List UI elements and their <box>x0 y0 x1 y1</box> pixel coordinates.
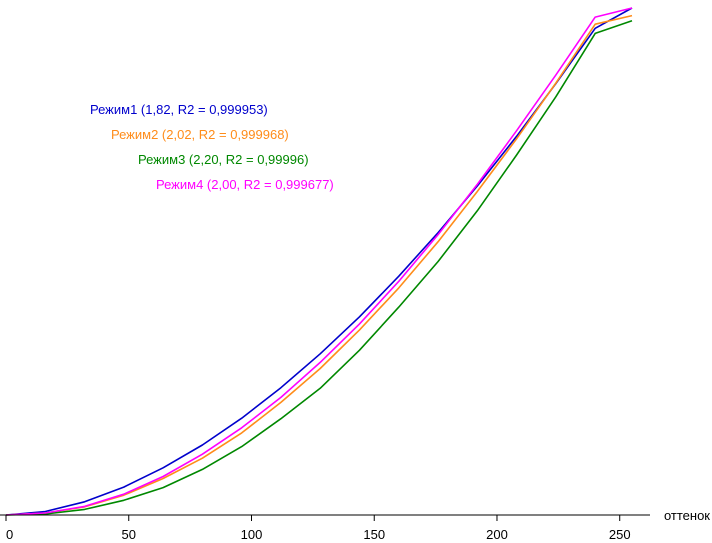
x-tick-label: 50 <box>122 527 136 542</box>
legend: Режим1 (1,82, R2 = 0,999953) Режим2 (2,02… <box>90 102 334 192</box>
series-layer <box>5 7 633 516</box>
x-tick-label: 200 <box>486 527 508 542</box>
x-tick-label: 250 <box>609 527 631 542</box>
x-axis-title: оттенок <box>664 508 710 523</box>
x-tick-label: 0 <box>6 527 13 542</box>
series-line-1 <box>5 7 633 516</box>
x-tick-label: 100 <box>241 527 263 542</box>
legend-entry-2: Режим2 (2,02, R2 = 0,999968) <box>111 127 289 142</box>
x-ticks: 0 50 100 150 200 250 <box>5 515 631 542</box>
legend-entry-1: Режим1 (1,82, R2 = 0,999953) <box>90 102 268 117</box>
series-line-4 <box>5 7 633 516</box>
x-tick-label: 150 <box>363 527 385 542</box>
legend-entry-3: Режим3 (2,20, R2 = 0,99996) <box>138 152 309 167</box>
legend-entry-4: Режим4 (2,00, R2 = 0,999677) <box>156 177 334 192</box>
series-line-3 <box>5 19 633 516</box>
series-line-2 <box>5 14 633 516</box>
